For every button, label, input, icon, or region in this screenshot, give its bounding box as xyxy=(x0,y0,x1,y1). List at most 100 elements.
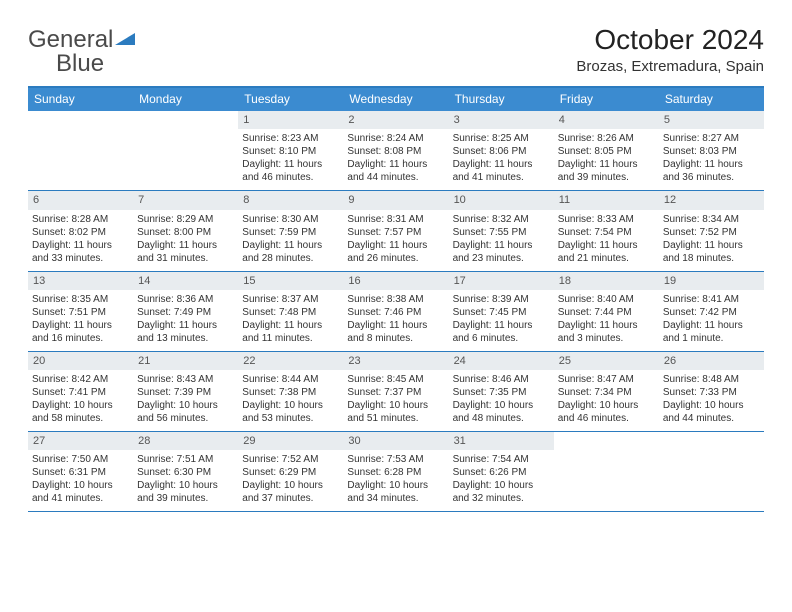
day-info-line: and 51 minutes. xyxy=(347,412,444,425)
day-info-line: Sunset: 7:35 PM xyxy=(453,386,550,399)
day-info-line: Daylight: 10 hours xyxy=(137,399,234,412)
day-cell: 23Sunrise: 8:45 AMSunset: 7:37 PMDayligh… xyxy=(343,352,448,431)
day-info-line: Sunset: 7:44 PM xyxy=(558,306,655,319)
day-number: 18 xyxy=(554,272,659,290)
day-info-line: and 39 minutes. xyxy=(137,492,234,505)
day-info-line: and 26 minutes. xyxy=(347,252,444,265)
day-info-line: Sunset: 7:37 PM xyxy=(347,386,444,399)
day-info-line: and 36 minutes. xyxy=(663,171,760,184)
day-info-line: and 41 minutes. xyxy=(453,171,550,184)
day-info-line: Sunrise: 8:44 AM xyxy=(242,373,339,386)
day-info-line: and 18 minutes. xyxy=(663,252,760,265)
day-number: 19 xyxy=(659,272,764,290)
day-number: 27 xyxy=(28,432,133,450)
day-info-line: Daylight: 11 hours xyxy=(453,319,550,332)
day-info-line: Sunset: 7:49 PM xyxy=(137,306,234,319)
day-number: 23 xyxy=(343,352,448,370)
day-info-line: Sunset: 7:57 PM xyxy=(347,226,444,239)
day-header: Saturday xyxy=(659,88,764,111)
day-info-line: Sunrise: 8:35 AM xyxy=(32,293,129,306)
day-info-line: Sunrise: 8:23 AM xyxy=(242,132,339,145)
day-cell: 29Sunrise: 7:52 AMSunset: 6:29 PMDayligh… xyxy=(238,432,343,511)
day-info-line: Daylight: 11 hours xyxy=(242,319,339,332)
day-cell: 14Sunrise: 8:36 AMSunset: 7:49 PMDayligh… xyxy=(133,272,238,351)
day-header: Wednesday xyxy=(343,88,448,111)
day-number: 8 xyxy=(238,191,343,209)
day-number: 2 xyxy=(343,111,448,129)
day-info-line: Sunrise: 8:40 AM xyxy=(558,293,655,306)
day-info-line: and 1 minute. xyxy=(663,332,760,345)
day-info-line: Sunset: 6:31 PM xyxy=(32,466,129,479)
day-info-line: Sunrise: 8:32 AM xyxy=(453,213,550,226)
empty-cell xyxy=(133,111,238,190)
day-cell: 6Sunrise: 8:28 AMSunset: 8:02 PMDaylight… xyxy=(28,191,133,270)
day-info-line: Sunrise: 7:54 AM xyxy=(453,453,550,466)
day-info-line: Daylight: 10 hours xyxy=(558,399,655,412)
day-header-row: SundayMondayTuesdayWednesdayThursdayFrid… xyxy=(28,88,764,111)
day-info-line: Sunset: 7:38 PM xyxy=(242,386,339,399)
day-info-line: and 34 minutes. xyxy=(347,492,444,505)
day-info-line: Daylight: 10 hours xyxy=(32,479,129,492)
day-number: 6 xyxy=(28,191,133,209)
day-number: 24 xyxy=(449,352,554,370)
day-info-line: Daylight: 11 hours xyxy=(558,239,655,252)
day-info-line: and 32 minutes. xyxy=(453,492,550,505)
day-info-line: Sunset: 7:42 PM xyxy=(663,306,760,319)
day-info-line: Daylight: 11 hours xyxy=(32,239,129,252)
day-info-line: Daylight: 11 hours xyxy=(663,158,760,171)
day-info-line: Daylight: 11 hours xyxy=(558,158,655,171)
day-info-line: Sunrise: 8:43 AM xyxy=(137,373,234,386)
logo-text-part2: Blue xyxy=(56,50,104,77)
day-info-line: and 56 minutes. xyxy=(137,412,234,425)
day-cell: 18Sunrise: 8:40 AMSunset: 7:44 PMDayligh… xyxy=(554,272,659,351)
day-info-line: Daylight: 10 hours xyxy=(242,479,339,492)
day-info-line: Sunset: 8:06 PM xyxy=(453,145,550,158)
day-info-line: Sunset: 7:51 PM xyxy=(32,306,129,319)
day-info-line: Sunrise: 8:31 AM xyxy=(347,213,444,226)
day-info-line: Sunrise: 8:27 AM xyxy=(663,132,760,145)
empty-cell xyxy=(554,432,659,511)
day-info-line: Daylight: 11 hours xyxy=(32,319,129,332)
day-number: 20 xyxy=(28,352,133,370)
day-info-line: Sunset: 7:59 PM xyxy=(242,226,339,239)
weeks-container: 1Sunrise: 8:23 AMSunset: 8:10 PMDaylight… xyxy=(28,111,764,512)
day-info-line: Sunset: 6:30 PM xyxy=(137,466,234,479)
header: General Blue October 2024 Brozas, Extrem… xyxy=(28,24,764,76)
day-number: 22 xyxy=(238,352,343,370)
day-info-line: Daylight: 11 hours xyxy=(137,239,234,252)
day-cell: 3Sunrise: 8:25 AMSunset: 8:06 PMDaylight… xyxy=(449,111,554,190)
day-cell: 15Sunrise: 8:37 AMSunset: 7:48 PMDayligh… xyxy=(238,272,343,351)
day-info-line: Daylight: 11 hours xyxy=(453,158,550,171)
day-cell: 21Sunrise: 8:43 AMSunset: 7:39 PMDayligh… xyxy=(133,352,238,431)
day-info-line: Sunrise: 8:29 AM xyxy=(137,213,234,226)
day-info-line: Sunrise: 8:38 AM xyxy=(347,293,444,306)
day-info-line: Sunrise: 8:30 AM xyxy=(242,213,339,226)
day-info-line: and 48 minutes. xyxy=(453,412,550,425)
day-info-line: Sunset: 7:46 PM xyxy=(347,306,444,319)
day-info-line: and 37 minutes. xyxy=(242,492,339,505)
day-info-line: Sunset: 8:03 PM xyxy=(663,145,760,158)
day-info-line: Daylight: 10 hours xyxy=(663,399,760,412)
day-info-line: and 11 minutes. xyxy=(242,332,339,345)
day-header: Friday xyxy=(554,88,659,111)
day-info-line: Sunset: 7:54 PM xyxy=(558,226,655,239)
day-number: 3 xyxy=(449,111,554,129)
title-block: October 2024 Brozas, Extremadura, Spain xyxy=(576,24,764,75)
day-number: 16 xyxy=(343,272,448,290)
day-info-line: Daylight: 10 hours xyxy=(347,479,444,492)
day-info-line: Daylight: 10 hours xyxy=(32,399,129,412)
calendar-grid: SundayMondayTuesdayWednesdayThursdayFrid… xyxy=(28,86,764,512)
day-cell: 31Sunrise: 7:54 AMSunset: 6:26 PMDayligh… xyxy=(449,432,554,511)
day-info-line: Daylight: 10 hours xyxy=(242,399,339,412)
day-cell: 10Sunrise: 8:32 AMSunset: 7:55 PMDayligh… xyxy=(449,191,554,270)
day-number: 31 xyxy=(449,432,554,450)
day-info-line: and 58 minutes. xyxy=(32,412,129,425)
logo-text-part1: General xyxy=(28,26,113,53)
day-info-line: Sunrise: 8:47 AM xyxy=(558,373,655,386)
day-cell: 24Sunrise: 8:46 AMSunset: 7:35 PMDayligh… xyxy=(449,352,554,431)
day-info-line: Sunset: 8:08 PM xyxy=(347,145,444,158)
day-info-line: Sunset: 8:00 PM xyxy=(137,226,234,239)
day-number: 21 xyxy=(133,352,238,370)
day-info-line: and 33 minutes. xyxy=(32,252,129,265)
week-row: 13Sunrise: 8:35 AMSunset: 7:51 PMDayligh… xyxy=(28,272,764,352)
